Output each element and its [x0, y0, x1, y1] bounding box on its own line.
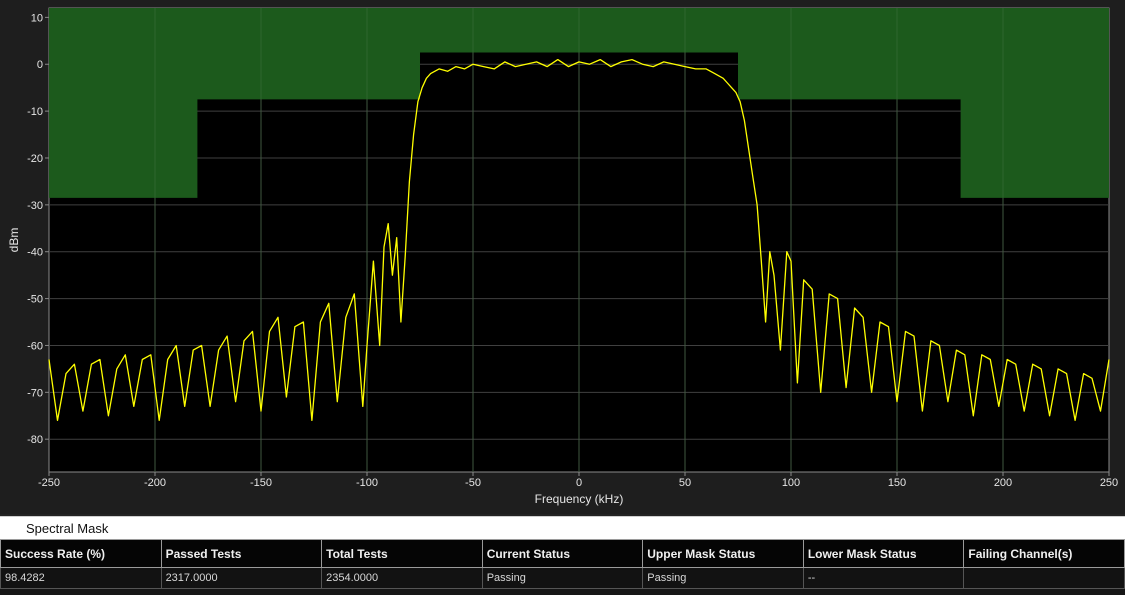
y-tick-label: -10	[27, 106, 43, 118]
panel-title: Spectral Mask	[26, 521, 109, 536]
y-tick-label: -70	[27, 387, 43, 399]
upper-mask-region	[49, 8, 1109, 472]
header-lower-mask-status: Lower Mask Status	[802, 539, 965, 568]
table-header-row: Success Rate (%) Passed Tests Total Test…	[0, 539, 1125, 568]
spectrum-plot: -250 -200 -150 -100 -50 0 50 100 150 200 250 10 0 -10…	[7, 7, 1119, 506]
header-failing-channels: Failing Channel(s)	[963, 539, 1125, 568]
x-tick-label: -250	[38, 477, 60, 489]
cell-passed-tests: 2317.0000	[160, 567, 323, 589]
upper-mask-fill	[49, 8, 1109, 198]
x-tick-label: 50	[679, 477, 691, 489]
mask-results-table: Success Rate (%) Passed Tests Total Test…	[0, 539, 1125, 595]
x-tick-label: 0	[576, 477, 582, 489]
grid-overlay	[154, 8, 1004, 472]
x-tick-label: -100	[356, 477, 378, 489]
y-tick-label: -20	[27, 153, 43, 165]
cell-success-rate: 98.4282	[0, 567, 162, 589]
x-tick-label: 200	[994, 477, 1012, 489]
y-tick-label: 10	[31, 12, 43, 24]
header-total-tests: Total Tests	[321, 539, 483, 568]
header-passed-tests: Passed Tests	[160, 539, 323, 568]
x-tick-label: 150	[888, 477, 906, 489]
header-upper-mask-status: Upper Mask Status	[642, 539, 804, 568]
header-success-rate: Success Rate (%)	[0, 539, 162, 568]
spectrum-chart: -250 -200 -150 -100 -50 0 50 100 150 200 250100-10…	[7, 7, 1118, 506]
y-tick-label: 0	[37, 59, 43, 71]
cell-lower-mask-status: --	[802, 567, 965, 589]
x-tick-label: 100	[782, 477, 800, 489]
y-tick-label: -40	[27, 247, 43, 259]
axis-ticks: -250 -200 -150 -100 -50 0 50 100 150 200 250100-10…	[27, 12, 1118, 489]
x-tick-label: -150	[250, 477, 272, 489]
y-axis-title: dBm	[7, 228, 21, 253]
x-axis-title: Frequency (kHz)	[535, 492, 624, 506]
x-tick-label: -50	[465, 477, 481, 489]
y-tick-label: -50	[27, 294, 43, 306]
y-tick-label: -30	[27, 200, 43, 212]
spectrum-trace-line	[48, 58, 1110, 422]
spectrum-trace-group	[48, 58, 1110, 422]
x-tick-label: -200	[144, 477, 166, 489]
cell-failing-channels	[963, 567, 1125, 589]
cell-upper-mask-status: Passing	[642, 567, 804, 589]
table-row: 98.4282 2317.0000 2354.0000 Passing Pass…	[0, 567, 1125, 589]
header-current-status: Current Status	[481, 539, 644, 568]
y-tick-label: -60	[27, 340, 43, 352]
x-tick-label: 250	[1100, 477, 1118, 489]
y-tick-label: -80	[27, 434, 43, 446]
spectral-mask-panel-header[interactable]: Spectral Mask	[0, 516, 1125, 539]
cell-total-tests: 2354.0000	[321, 567, 483, 589]
cell-current-status: Passing	[481, 567, 644, 589]
